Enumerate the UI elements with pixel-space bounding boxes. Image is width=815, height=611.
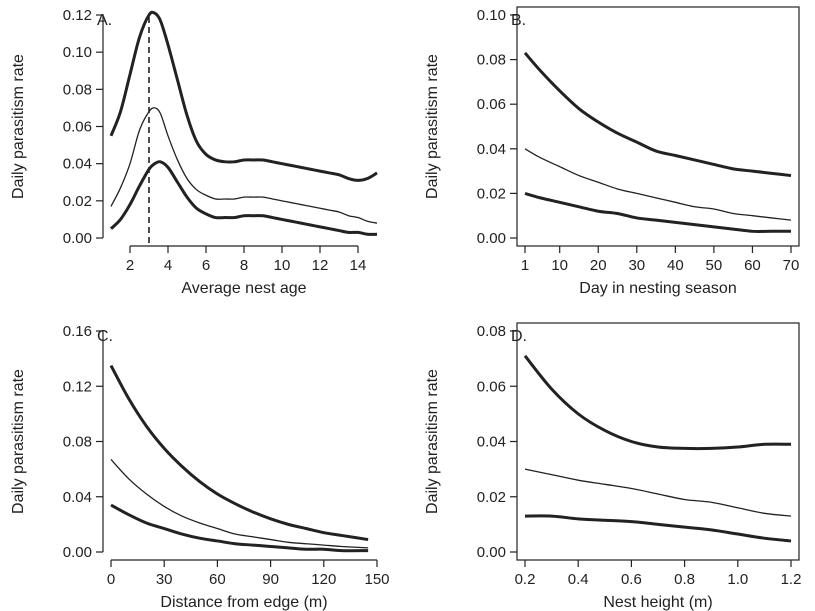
x-tick-label: 4	[164, 257, 172, 274]
y-tick-label: 0.08	[63, 81, 92, 98]
x-tick-label: 10	[551, 257, 568, 274]
y-tick-label: 0.04	[477, 434, 506, 451]
y-tick-label: 0.02	[477, 489, 506, 506]
x-tick-label: 0	[107, 571, 115, 588]
y-tick-label: 0.10	[63, 44, 92, 61]
y-tick-label: 0.00	[63, 544, 92, 561]
upper-bound-line	[109, 364, 369, 542]
y-tick-label: 0.06	[477, 96, 506, 113]
x-tick-label: 1.0	[727, 571, 748, 588]
panel-a: 2 4 6 8 10 12 14 0.00 0.02 0.04 0.06 0.08 0.10 0.12 Av…	[10, 7, 378, 297]
y-tick-label: 0.08	[477, 52, 506, 69]
x-axis-title: Average nest age	[181, 280, 306, 297]
x-tick-label: 2	[126, 257, 134, 274]
x-axis-title: Day in nesting season	[579, 280, 736, 297]
y-tick-label: 0.12	[63, 378, 92, 395]
y-tick-label: 0.02	[477, 185, 506, 202]
x-tick-label: 120	[311, 571, 336, 588]
lower-bound-line	[524, 514, 792, 543]
panel-d: 0.2 0.4 0.6 0.8 1.0 1.2 0.00 0.02 0.04 0.06 0.08 Ne…	[424, 322, 802, 611]
x-tick-label: 0.2	[515, 571, 536, 588]
estimate-line	[524, 148, 792, 221]
panel-label: A.	[97, 12, 112, 29]
x-tick-label: 6	[202, 257, 210, 274]
x-tick-label: 90	[262, 571, 279, 588]
y-tick-label: 0.00	[477, 230, 506, 247]
x-tick-label: 0.6	[621, 571, 642, 588]
x-axis-title: Nest height (m)	[603, 594, 712, 611]
y-tick-label: 0.04	[63, 156, 92, 173]
y-tick-label: 0.16	[63, 323, 92, 340]
x-tick-label: 60	[209, 571, 226, 588]
x-tick-label: 30	[156, 571, 173, 588]
x-tick-label: 0.4	[568, 571, 589, 588]
estimate-line	[110, 459, 369, 549]
x-tick-label: 8	[240, 257, 248, 274]
y-tick-label: 0.00	[63, 230, 92, 247]
x-tick-label: 0.8	[674, 571, 695, 588]
x-tick-label: 14	[350, 257, 367, 274]
panel-b: 1 10 20 30 40 50 60 70 0.00 0.02 0.04 0.06 0.08 0.10 D…	[424, 6, 800, 297]
x-tick-label: 1.2	[781, 571, 802, 588]
x-tick-label: 150	[364, 571, 389, 588]
x-axis-title: Distance from edge (m)	[160, 594, 327, 611]
y-tick-label: 0.12	[63, 7, 92, 24]
upper-bound-line	[523, 51, 792, 178]
lower-bound-line	[524, 191, 791, 233]
panel-label: B.	[511, 12, 526, 29]
y-tick-label: 0.08	[63, 434, 92, 451]
x-tick-label: 10	[274, 257, 291, 274]
y-tick-label: 0.04	[63, 489, 92, 506]
x-tick-label: 70	[783, 257, 800, 274]
x-tick-label: 12	[312, 257, 329, 274]
panel-c: 0 30 60 90 120 150 0.00 0.04 0.08 0.12 0.16 Distanc…	[10, 323, 390, 611]
estimate-line	[110, 107, 378, 224]
panel-label: C.	[97, 328, 113, 345]
y-tick-label: 0.06	[63, 119, 92, 136]
y-axis-title: Daily parasitism rate	[424, 54, 441, 199]
x-tick-label: 40	[667, 257, 684, 274]
x-tick-label: 60	[744, 257, 761, 274]
y-axis-title: Daily parasitism rate	[10, 54, 27, 199]
y-axis-title: Daily parasitism rate	[424, 369, 441, 514]
x-tick-label: 30	[628, 257, 645, 274]
y-tick-label: 0.08	[477, 323, 506, 340]
x-tick-label: 20	[590, 257, 607, 274]
x-tick-label: 50	[706, 257, 723, 274]
lower-bound-line	[110, 503, 369, 553]
lower-bound-line	[109, 160, 378, 236]
y-tick-label: 0.00	[477, 544, 506, 561]
upper-bound-line	[109, 10, 378, 182]
plot-frame	[516, 6, 800, 247]
panel-label: D.	[511, 328, 527, 345]
y-tick-label: 0.04	[477, 141, 506, 158]
y-axis-title: Daily parasitism rate	[10, 369, 27, 514]
x-tick-label: 1	[521, 257, 529, 274]
y-tick-label: 0.06	[477, 378, 506, 395]
upper-bound-line	[523, 354, 792, 451]
y-tick-label: 0.10	[477, 7, 506, 24]
y-tick-label: 0.02	[63, 193, 92, 210]
estimate-line	[524, 468, 792, 517]
